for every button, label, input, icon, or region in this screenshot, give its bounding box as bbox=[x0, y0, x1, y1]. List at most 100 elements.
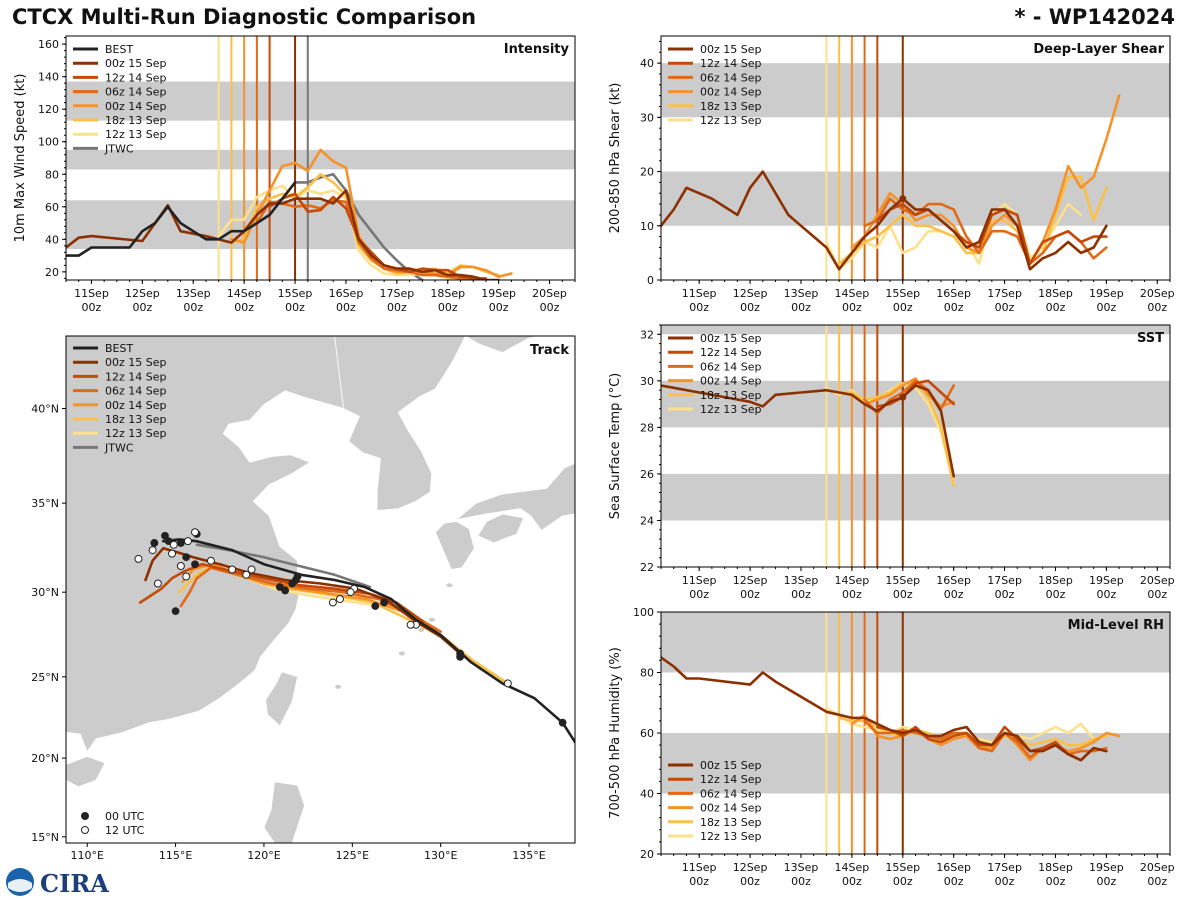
shear-band bbox=[661, 63, 1170, 118]
rh-series-00z-14-sep bbox=[850, 713, 1121, 762]
hainan-land bbox=[66, 756, 106, 788]
track-ytick-label: 35°N bbox=[31, 497, 59, 510]
shear-xtick-label: 17Sep bbox=[987, 287, 1022, 300]
sst-xtick-sublabel: 00z bbox=[740, 588, 760, 601]
intensity-ytick-label: 80 bbox=[45, 168, 59, 181]
track-legend-label: 06z 14 Sep bbox=[105, 385, 167, 398]
intensity-ytick-label: 20 bbox=[45, 266, 59, 279]
track-point-12utc bbox=[242, 570, 251, 579]
track-marker-legend-symbol bbox=[81, 826, 89, 834]
shear-ytick-label: 40 bbox=[640, 57, 654, 70]
track-ytick-label: 40°N bbox=[31, 403, 59, 416]
track-point-12utc bbox=[346, 588, 355, 597]
shear-legend-label: 06z 14 Sep bbox=[700, 71, 762, 84]
intensity-xtick-sublabel: 00z bbox=[438, 301, 458, 314]
honshu-land bbox=[455, 462, 575, 531]
sst-xtick-label: 13Sep bbox=[784, 574, 819, 587]
shear-xtick-sublabel: 00z bbox=[1147, 301, 1167, 314]
shear-xtick-sublabel: 00z bbox=[995, 301, 1015, 314]
shear-series-00z-14-sep bbox=[850, 94, 1121, 266]
intensity-xtick-label: 11Sep bbox=[74, 287, 109, 300]
track-point-00utc bbox=[281, 586, 290, 595]
intensity-ytick-label: 120 bbox=[38, 103, 59, 116]
sst-ytick-label: 32 bbox=[640, 328, 654, 341]
shear-panel: 01020304011Sep00z12Sep00z13Sep00z14Sep00… bbox=[608, 35, 1175, 314]
shear-series-12z-14-sep bbox=[875, 202, 1108, 266]
intensity-xtick-sublabel: 00z bbox=[82, 301, 102, 314]
track-ytick-label: 25°N bbox=[31, 671, 59, 684]
intensity-legend-label: 06z 14 Sep bbox=[105, 86, 167, 99]
sst-xtick-sublabel: 00z bbox=[944, 588, 964, 601]
track-legend-label: 00z 14 Sep bbox=[105, 399, 167, 412]
track-point-12utc bbox=[406, 620, 415, 629]
rh-xtick-sublabel: 00z bbox=[740, 875, 760, 888]
rh-xtick-label: 15Sep bbox=[885, 861, 920, 874]
shear-xtick-label: 20Sep bbox=[1140, 287, 1175, 300]
rh-xtick-sublabel: 00z bbox=[1147, 875, 1167, 888]
shear-legend-label: 00z 14 Sep bbox=[700, 86, 762, 99]
track-point-12utc bbox=[153, 579, 162, 588]
rh-xtick-label: 13Sep bbox=[784, 861, 819, 874]
track-map-area bbox=[66, 336, 575, 843]
track-xtick-label: 125°E bbox=[336, 849, 369, 862]
track-point-12utc bbox=[148, 546, 157, 555]
track-panel: 110°E 115°E 120°E 125°E 130°E 135°E 15°N 20°N 25… bbox=[31, 335, 576, 862]
shear-ylabel: 200-850 hPa Shear (kt) bbox=[608, 83, 623, 234]
intensity-xtick-label: 19Sep bbox=[481, 287, 516, 300]
intensity-ytick-label: 60 bbox=[45, 201, 59, 214]
shear-ytick-label: 20 bbox=[640, 166, 654, 179]
cira-logo-text: CIRA bbox=[40, 869, 109, 898]
shear-xtick-label: 19Sep bbox=[1089, 287, 1124, 300]
track-marker-legend-label: 00 UTC bbox=[105, 810, 145, 823]
rh-legend-label: 00z 14 Sep bbox=[700, 802, 762, 815]
sst-xtick-label: 12Sep bbox=[733, 574, 768, 587]
ryukyu-island bbox=[428, 617, 435, 622]
rh-legend-label: 12z 14 Sep bbox=[700, 773, 762, 786]
shear-ytick-label: 30 bbox=[640, 111, 654, 124]
shear-xtick-label: 16Sep bbox=[936, 287, 971, 300]
rh-xtick-sublabel: 00z bbox=[842, 875, 862, 888]
rh-ylabel: 700-500 hPa Humidity (%) bbox=[608, 647, 623, 819]
track-point-00utc bbox=[176, 539, 185, 547]
track-point-00utc bbox=[371, 602, 380, 610]
track-legend-label: 12z 14 Sep bbox=[105, 370, 167, 383]
intensity-ytick-label: 140 bbox=[38, 71, 59, 84]
shear-xtick-sublabel: 00z bbox=[893, 301, 913, 314]
ryukyu-island bbox=[335, 684, 342, 689]
sst-panel-title: SST bbox=[1137, 331, 1164, 346]
intensity-band bbox=[66, 149, 575, 170]
track-marker-legend-label: 12 UTC bbox=[105, 824, 145, 837]
sst-xtick-sublabel: 00z bbox=[893, 588, 913, 601]
intensity-legend-label: BEST bbox=[105, 43, 133, 56]
shear-xtick-label: 14Sep bbox=[835, 287, 870, 300]
rh-xtick-sublabel: 00z bbox=[944, 875, 964, 888]
rh-xtick-label: 11Sep bbox=[682, 861, 717, 874]
sst-ytick-label: 30 bbox=[640, 375, 654, 388]
intensity-legend-label: JTWC bbox=[104, 142, 134, 155]
sst-xtick-sublabel: 00z bbox=[995, 588, 1015, 601]
ryukyu-island bbox=[398, 651, 405, 656]
track-legend-label: 00z 15 Sep bbox=[105, 356, 167, 369]
intensity-xtick-sublabel: 00z bbox=[387, 301, 407, 314]
intensity-xtick-label: 15Sep bbox=[278, 287, 313, 300]
shear-marker bbox=[899, 195, 907, 203]
intensity-legend-label: 00z 14 Sep bbox=[105, 100, 167, 113]
track-06z-14-sep bbox=[179, 566, 443, 633]
track-point-12utc bbox=[169, 540, 178, 549]
intensity-xtick-label: 16Sep bbox=[329, 287, 364, 300]
rh-xtick-sublabel: 00z bbox=[893, 875, 913, 888]
shear-xtick-label: 11Sep bbox=[682, 287, 717, 300]
track-legend-label: 18z 13 Sep bbox=[105, 413, 167, 426]
shear-xtick-label: 15Sep bbox=[885, 287, 920, 300]
sst-xtick-sublabel: 00z bbox=[842, 588, 862, 601]
intensity-xtick-sublabel: 00z bbox=[234, 301, 254, 314]
intensity-series-best bbox=[66, 181, 297, 257]
rh-xtick-label: 14Sep bbox=[835, 861, 870, 874]
track-point-00utc bbox=[456, 652, 465, 661]
shear-xtick-label: 18Sep bbox=[1038, 287, 1073, 300]
cira-logo: CIRA bbox=[6, 868, 109, 898]
sst-xtick-label: 19Sep bbox=[1089, 574, 1124, 587]
track-point-00utc bbox=[380, 598, 389, 607]
intensity-panel: 2040608010012014016011Sep00z12Sep00z13Se… bbox=[13, 35, 576, 314]
track-point-00utc bbox=[275, 583, 284, 591]
